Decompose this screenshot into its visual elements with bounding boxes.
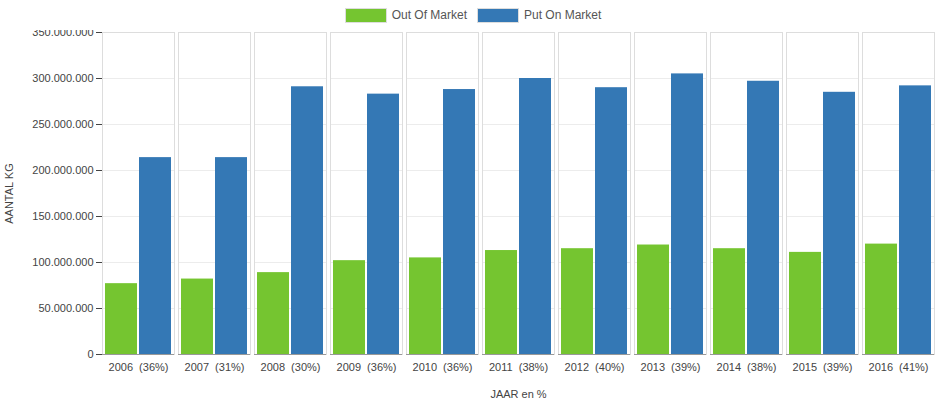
- svg-text:2008 (30%): 2008 (30%): [261, 361, 321, 373]
- svg-text:0: 0: [87, 348, 93, 360]
- svg-text:300.000.000: 300.000.000: [32, 72, 93, 84]
- svg-text:250.000.000: 250.000.000: [32, 118, 93, 130]
- svg-text:2016 (41%): 2016 (41%): [869, 361, 929, 373]
- svg-text:2007 (31%): 2007 (31%): [185, 361, 245, 373]
- svg-text:2015 (39%): 2015 (39%): [793, 361, 853, 373]
- svg-text:50.000.000: 50.000.000: [38, 302, 93, 314]
- svg-text:JAAR en %: JAAR en %: [490, 388, 546, 400]
- svg-text:2012 (40%): 2012 (40%): [565, 361, 625, 373]
- svg-text:2006 (36%): 2006 (36%): [109, 361, 169, 373]
- svg-text:2009 (36%): 2009 (36%): [337, 361, 397, 373]
- svg-text:2011 (38%): 2011 (38%): [489, 361, 548, 373]
- svg-text:200.000.000: 200.000.000: [32, 164, 93, 176]
- svg-text:350.000.000: 350.000.000: [32, 30, 93, 38]
- svg-text:2010 (36%): 2010 (36%): [413, 361, 473, 373]
- svg-text:150.000.000: 150.000.000: [32, 210, 93, 222]
- html-text:Out Of Market: Out Of Market: [391, 8, 467, 22]
- html-text:Put On Market: Put On Market: [524, 8, 602, 22]
- svg-text:2013 (39%): 2013 (39%): [641, 361, 701, 373]
- svg-text:AANTAL KG: AANTAL KG: [3, 163, 15, 224]
- svg-text:100.000.000: 100.000.000: [32, 256, 93, 268]
- svg-text:2014 (38%): 2014 (38%): [717, 361, 777, 373]
